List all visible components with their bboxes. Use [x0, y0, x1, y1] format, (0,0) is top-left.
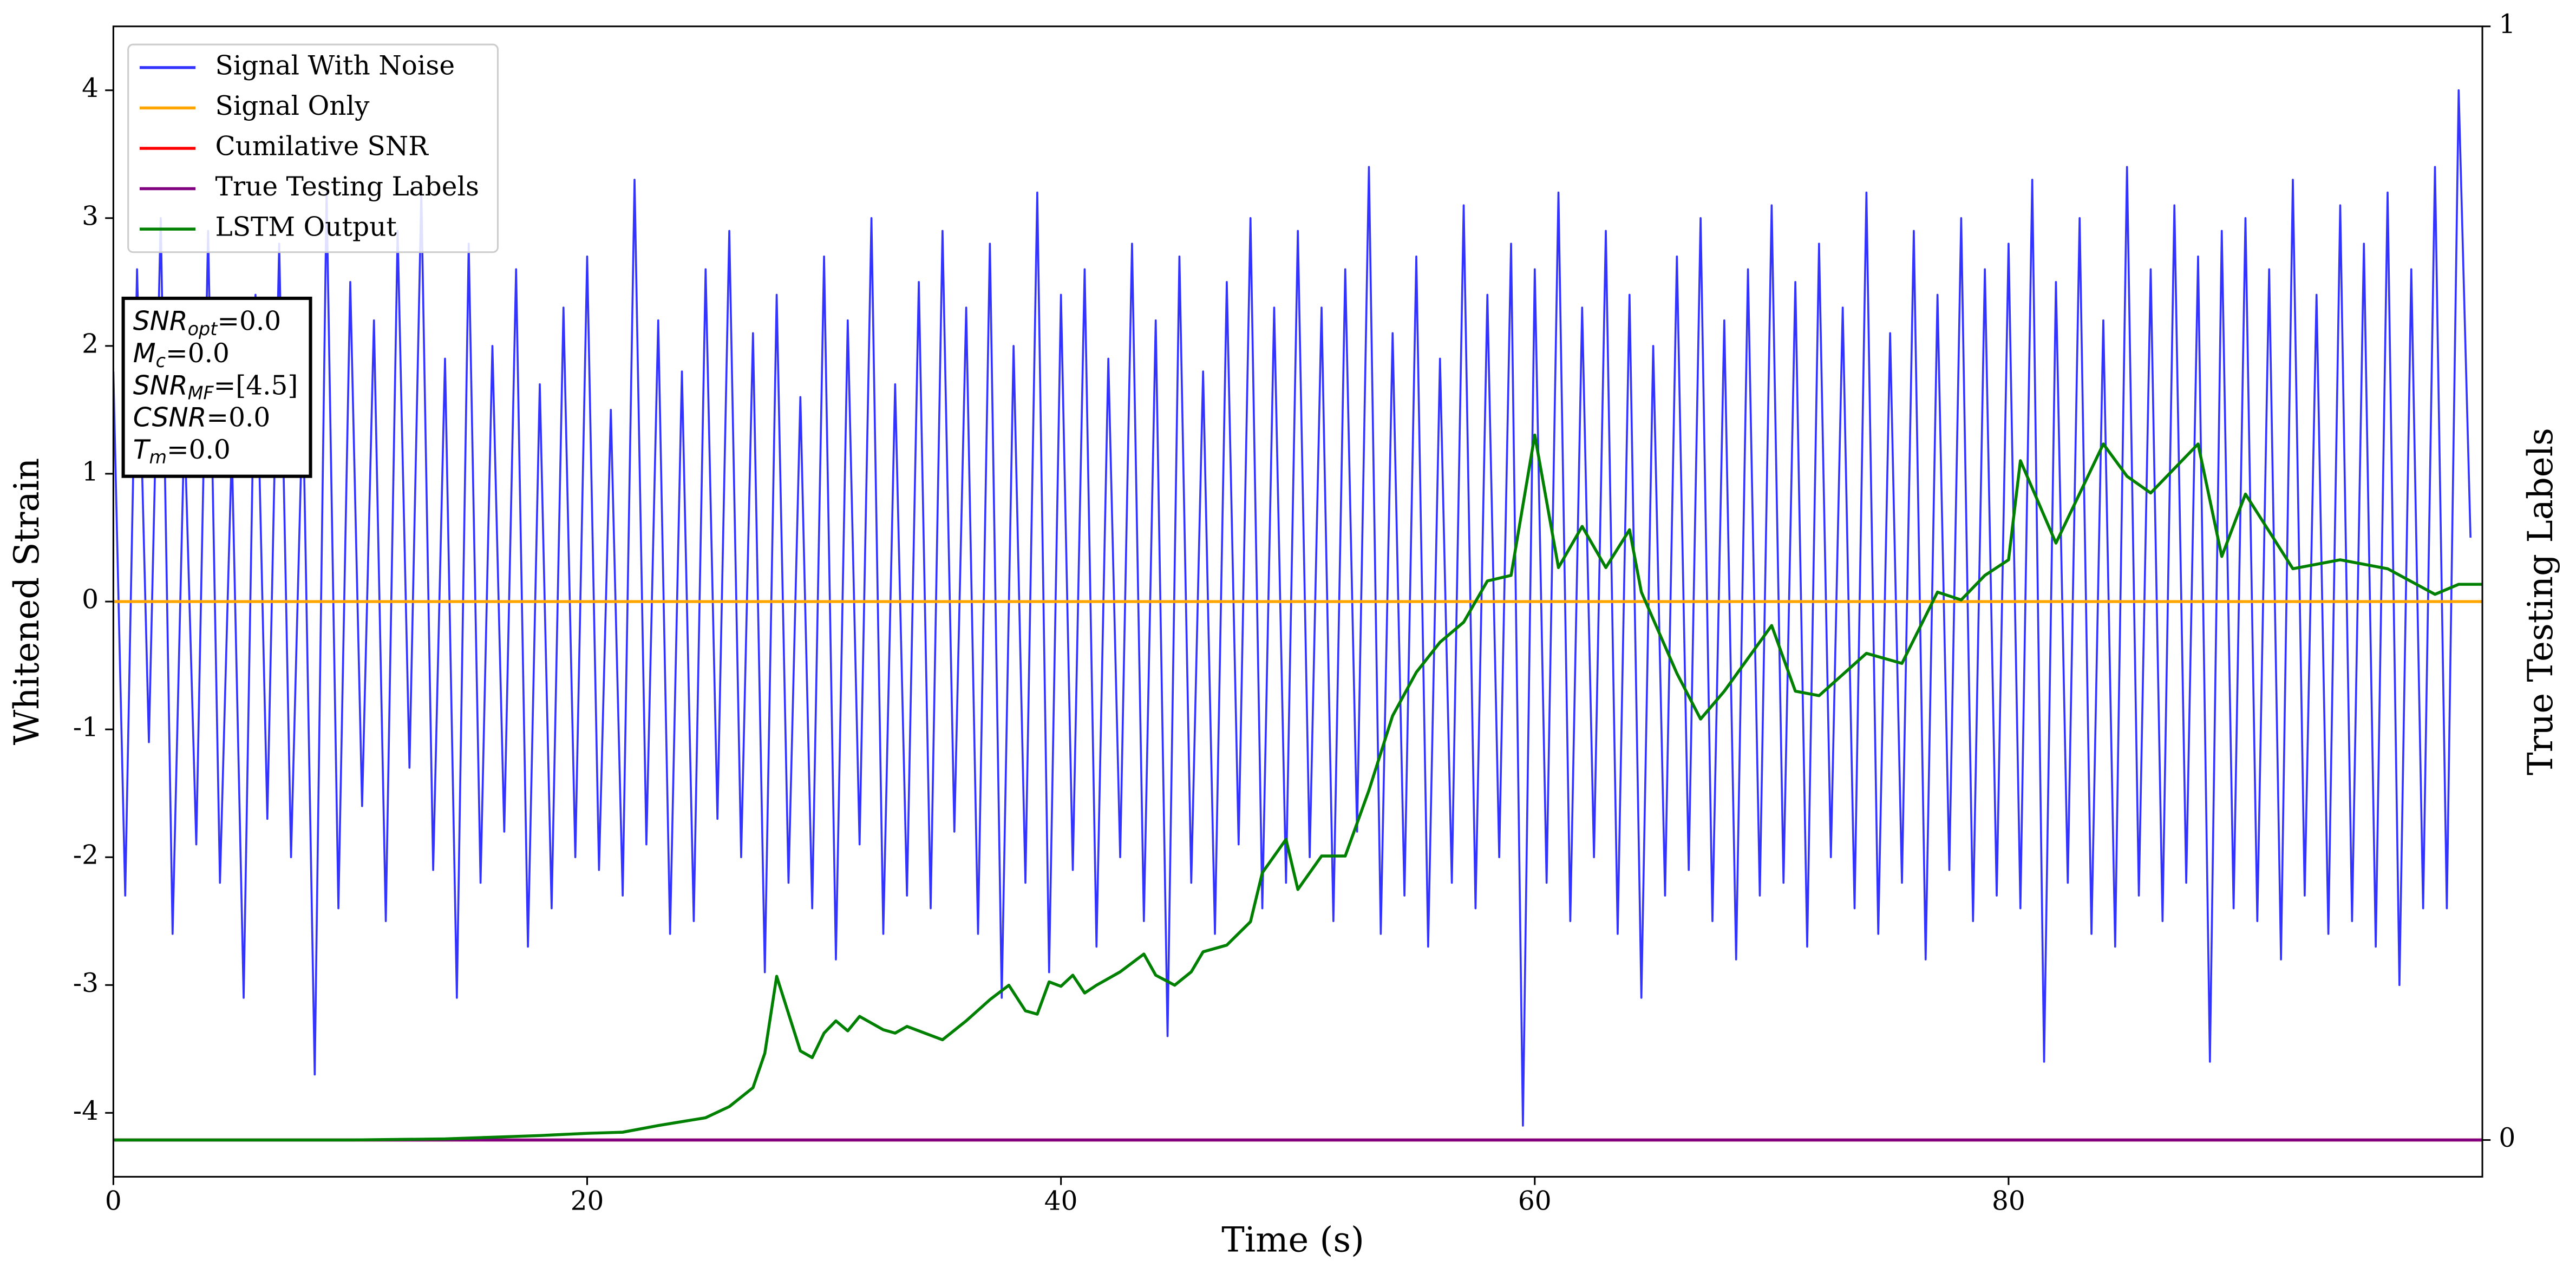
y2-tick-label: 0: [2499, 1123, 2515, 1153]
x-axis-label: Time (s): [1221, 1220, 1364, 1260]
annotation-symbol: SNR: [133, 306, 188, 337]
annotation-subscript: opt: [188, 318, 219, 339]
y-tick-label: -2: [73, 840, 99, 871]
y-tick-label: 4: [82, 73, 99, 103]
x-tick-label: 80: [1992, 1186, 2025, 1217]
y-tick-label: 0: [82, 585, 99, 615]
annotation-box: SNRopt=0.0Mc=0.0SNRMF=[4.5]CSNR=0.0Tm=0.…: [121, 296, 312, 478]
y-tick-label: 2: [82, 329, 99, 359]
annotation-value: =0.0: [166, 338, 230, 368]
annotation-line: Tm=0.0: [133, 435, 231, 468]
annotation-line: SNRMF=[4.5]: [133, 370, 298, 403]
legend-label: Signal Only: [215, 91, 370, 121]
x-tick-label: 40: [1044, 1186, 1078, 1217]
annotation-subscript: m: [149, 447, 167, 468]
annotation-symbol: M: [133, 338, 156, 369]
legend-label: True Testing Labels: [215, 172, 479, 202]
legend-label: LSTM Output: [215, 212, 397, 243]
annotation-frame: [121, 296, 312, 478]
annotation-value: =0.0: [206, 402, 270, 433]
annotation-symbol: T: [133, 435, 151, 465]
legend-label: Signal With Noise: [215, 50, 455, 81]
data-line: [113, 433, 2483, 1142]
x-tick-label: 60: [1518, 1186, 1552, 1217]
y-tick-label: -3: [73, 968, 99, 998]
x-tick-label: 20: [571, 1186, 604, 1217]
y-tick-label: 3: [82, 201, 99, 231]
annotation-value: =0.0: [217, 306, 281, 336]
annotation-line: CSNR=0.0: [133, 402, 270, 433]
x-tick-label: 0: [105, 1186, 122, 1217]
annotation-symbol: SNR: [133, 370, 188, 401]
y-tick-label: 1: [82, 456, 99, 487]
annotation-subscript: c: [156, 350, 166, 371]
plot-lines: [113, 89, 2483, 1142]
annotation-line: Mc=0.0: [133, 338, 230, 371]
y-tick-label: -4: [73, 1096, 99, 1126]
legend: Signal With Noise Signal Only Cumilative S…: [127, 43, 499, 253]
y2-axis-label: True Testing Labels: [2521, 428, 2561, 775]
y-tick-label: -1: [73, 713, 99, 743]
annotation-symbol: CSNR: [133, 403, 207, 433]
annotation-line: SNRopt=0.0: [133, 306, 281, 339]
y-axis-label: Whitened Strain: [7, 458, 47, 746]
legend-box: [127, 43, 499, 253]
data-line: [113, 89, 2472, 1127]
legend-label: Cumilative SNR: [215, 131, 429, 161]
y2-tick-label: 1: [2499, 9, 2515, 40]
annotation-value: =0.0: [167, 435, 231, 465]
annotation-value: =[4.5]: [214, 370, 298, 401]
annotation-subscript: MF: [188, 382, 214, 403]
